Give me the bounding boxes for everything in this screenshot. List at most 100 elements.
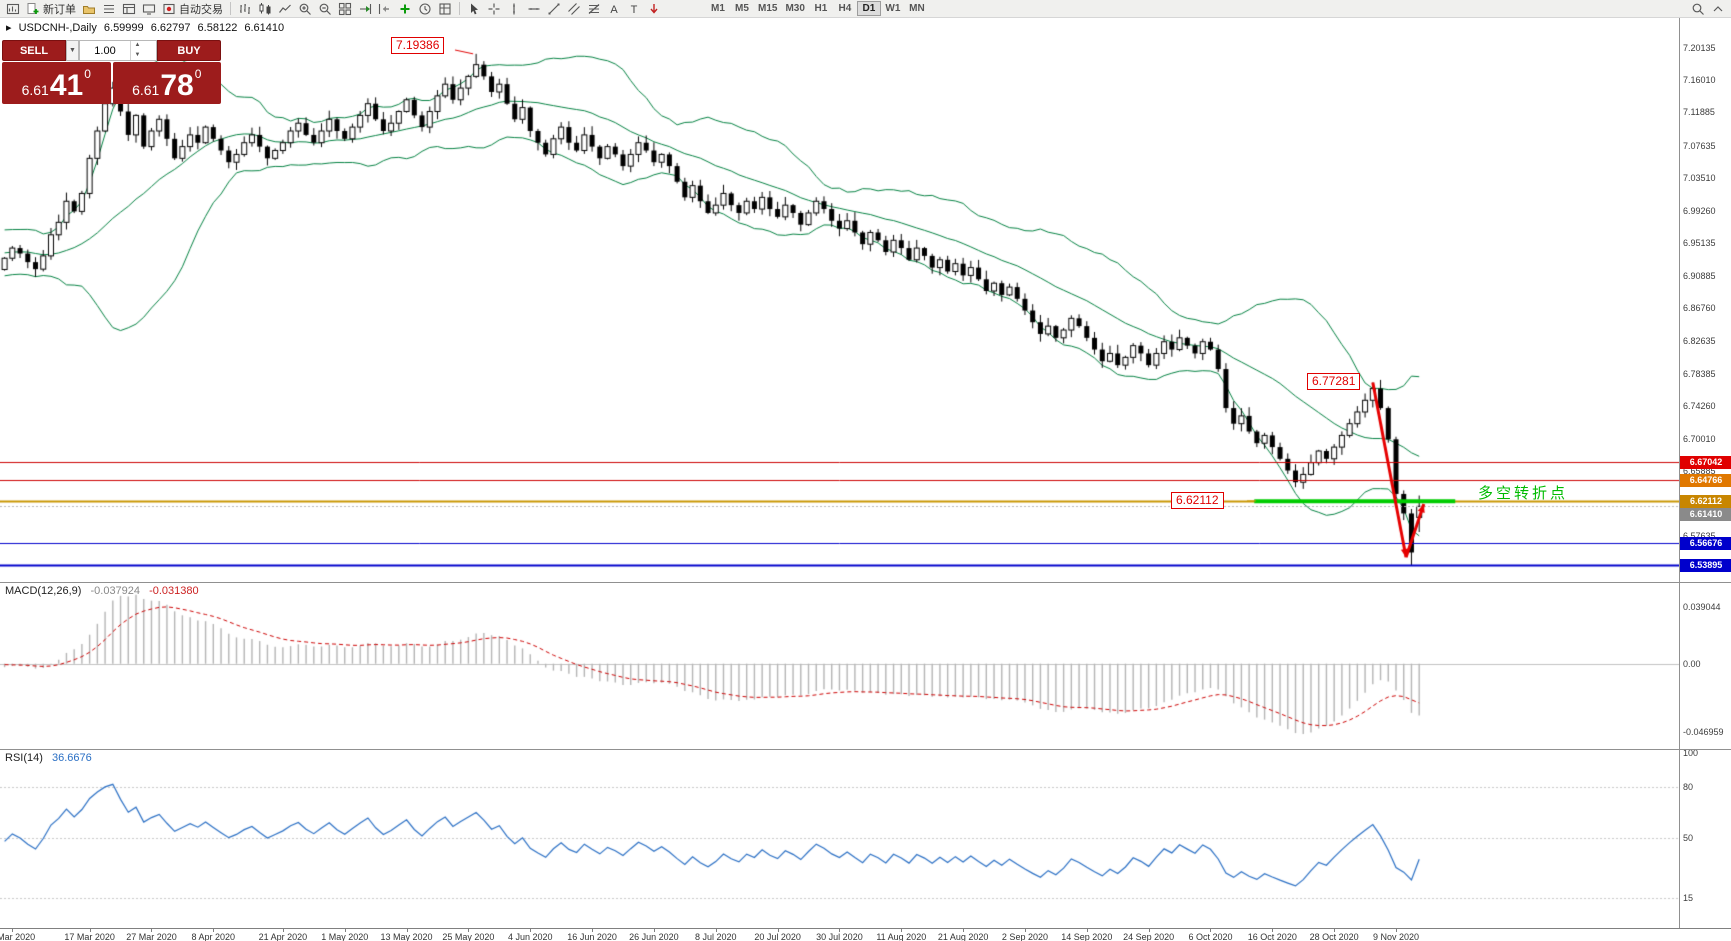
timeframe-h1[interactable]: H1 [814,3,828,14]
label-tool-button[interactable]: T [624,0,644,17]
timeframe-m5[interactable]: M5 [735,3,749,14]
svg-text:A: A [610,4,618,16]
turning-point-note[interactable]: 多空转折点 [1478,485,1569,502]
volume-up-button[interactable]: ▲ [134,42,141,48]
horizontal-line-icon [528,7,540,10]
fibonacci-button[interactable] [584,0,604,17]
date-tick [1334,929,1336,932]
macd-value-main: -0.037924 [90,585,141,597]
timeframe-h4[interactable]: H4 [838,3,852,14]
new-order-icon [27,2,39,14]
price-chart-canvas[interactable] [0,18,1679,582]
bar-chart-button[interactable] [235,0,255,17]
price-axis[interactable]: 7.20135 7.16010 7.11885 7.07635 7.03510 6.992… [1679,18,1731,941]
channel-button[interactable] [564,0,584,17]
date-label: 17 Mar 2020 [64,932,115,941]
date-tick [653,929,655,932]
date-tick [1148,929,1150,932]
search-button[interactable] [1688,0,1708,17]
line-chart-button[interactable] [275,0,295,17]
indicators-button[interactable] [395,0,415,17]
ohlc-open: 6.59999 [103,22,144,34]
new-chart-button[interactable] [3,0,23,17]
date-tick [1272,929,1274,932]
date-tick [344,929,346,932]
vertical-line-button[interactable] [504,0,524,17]
chart-shift-icon [378,3,389,14]
profiles-button[interactable] [79,0,99,17]
auto-trading-icon [163,3,175,14]
date-tick [1086,929,1088,932]
peak-price-callout[interactable]: 7.19386 [391,37,445,54]
timeframe-m30[interactable]: M30 [785,3,805,14]
trendline-button[interactable] [544,0,564,17]
volume-input[interactable] [80,41,130,60]
support-price-callout[interactable]: 6.62112 [1171,492,1224,509]
tile-windows-button[interactable] [335,0,355,17]
tile-windows-icon [338,2,352,15]
new-order-button[interactable]: 新订单 [23,0,79,17]
horizontal-line-button[interactable] [524,0,544,17]
date-label: 11 Aug 2020 [876,932,927,941]
timeframe-mn[interactable]: MN [909,3,925,14]
volume-down-button[interactable]: ▼ [134,51,141,58]
date-tick [1210,929,1212,932]
sell-price-pips: 41 [49,69,84,102]
timeframe-m15[interactable]: M15 [758,3,778,14]
auto-scroll-button[interactable] [355,0,375,17]
candlestick-chart-button[interactable] [255,0,275,17]
macd-canvas[interactable] [0,582,1679,749]
rsi-name: RSI(14) [5,752,43,764]
ohlc-high: 6.62797 [150,22,191,34]
timeframe-m1[interactable]: M1 [711,3,725,14]
rsi-axis-label: 100 [1683,748,1699,758]
terminal-button[interactable] [139,0,159,17]
zoom-in-button[interactable] [295,0,315,17]
drop-price-callout[interactable]: 6.77281 [1307,373,1361,390]
sell-price-display[interactable]: 6.61 41 0 [2,62,111,104]
date-label: 25 May 2020 [442,932,495,941]
templates-button[interactable] [435,0,455,17]
cursor-button[interactable] [464,0,484,17]
buy-price-point: 0 [194,67,202,81]
date-axis[interactable]: 2 Mar 2020 17 Mar 2020 27 Mar 2020 8 Apr 20… [0,928,1731,941]
toolbar: 新订单 自动交易 [0,0,1731,18]
timeframe-w1[interactable]: W1 [885,3,901,14]
buy-price-display[interactable]: 6.61 78 0 [112,62,221,104]
timeframe-d1[interactable]: D1 [856,1,881,16]
cursor-icon [471,3,478,14]
price-axis-label: 7.16010 [1683,75,1716,86]
collapse-toolbar-button[interactable] [1708,0,1728,17]
equidistant-channel-icon [568,2,580,15]
text-tool-button[interactable]: A [604,0,624,17]
arrows-tool-button[interactable] [644,0,664,17]
macd-panel-separator[interactable] [0,582,1731,583]
crosshair-button[interactable] [484,0,504,17]
price-axis-label: 6.57635 [1683,530,1716,541]
auto-trading-button[interactable]: 自动交易 [159,0,226,17]
periods-button[interactable] [415,0,435,17]
sell-button[interactable]: SELL [2,40,66,61]
zoom-out-button[interactable] [315,0,335,17]
price-badge: 6.53895 [1680,559,1731,572]
date-tick [12,929,14,932]
market-watch-button[interactable] [99,0,119,17]
auto-trading-label: 自动交易 [179,3,223,16]
chart-shift-button[interactable] [375,0,395,17]
buy-button[interactable]: BUY [157,40,221,61]
volume-spinner: ▲ ▼ [130,41,144,60]
zoom-in-icon [299,3,311,15]
price-axis-label: 6.78385 [1683,368,1716,379]
rsi-panel-separator[interactable] [0,749,1731,750]
date-label: 1 May 2020 [321,932,369,941]
volume-dropdown-button[interactable]: ▼ [66,40,79,61]
date-label: 2 Mar 2020 [0,932,36,941]
ohlc-close: 6.61410 [244,22,285,34]
data-window-button[interactable] [119,0,139,17]
price-badge: 6.64766 [1680,474,1731,488]
price-badge: 6.56676 [1680,537,1731,551]
rsi-canvas[interactable] [0,749,1679,928]
price-badge: 6.62112 [1680,494,1731,508]
date-label: 27 Mar 2020 [126,932,177,941]
rsi-axis-label: 80 [1683,782,1694,792]
